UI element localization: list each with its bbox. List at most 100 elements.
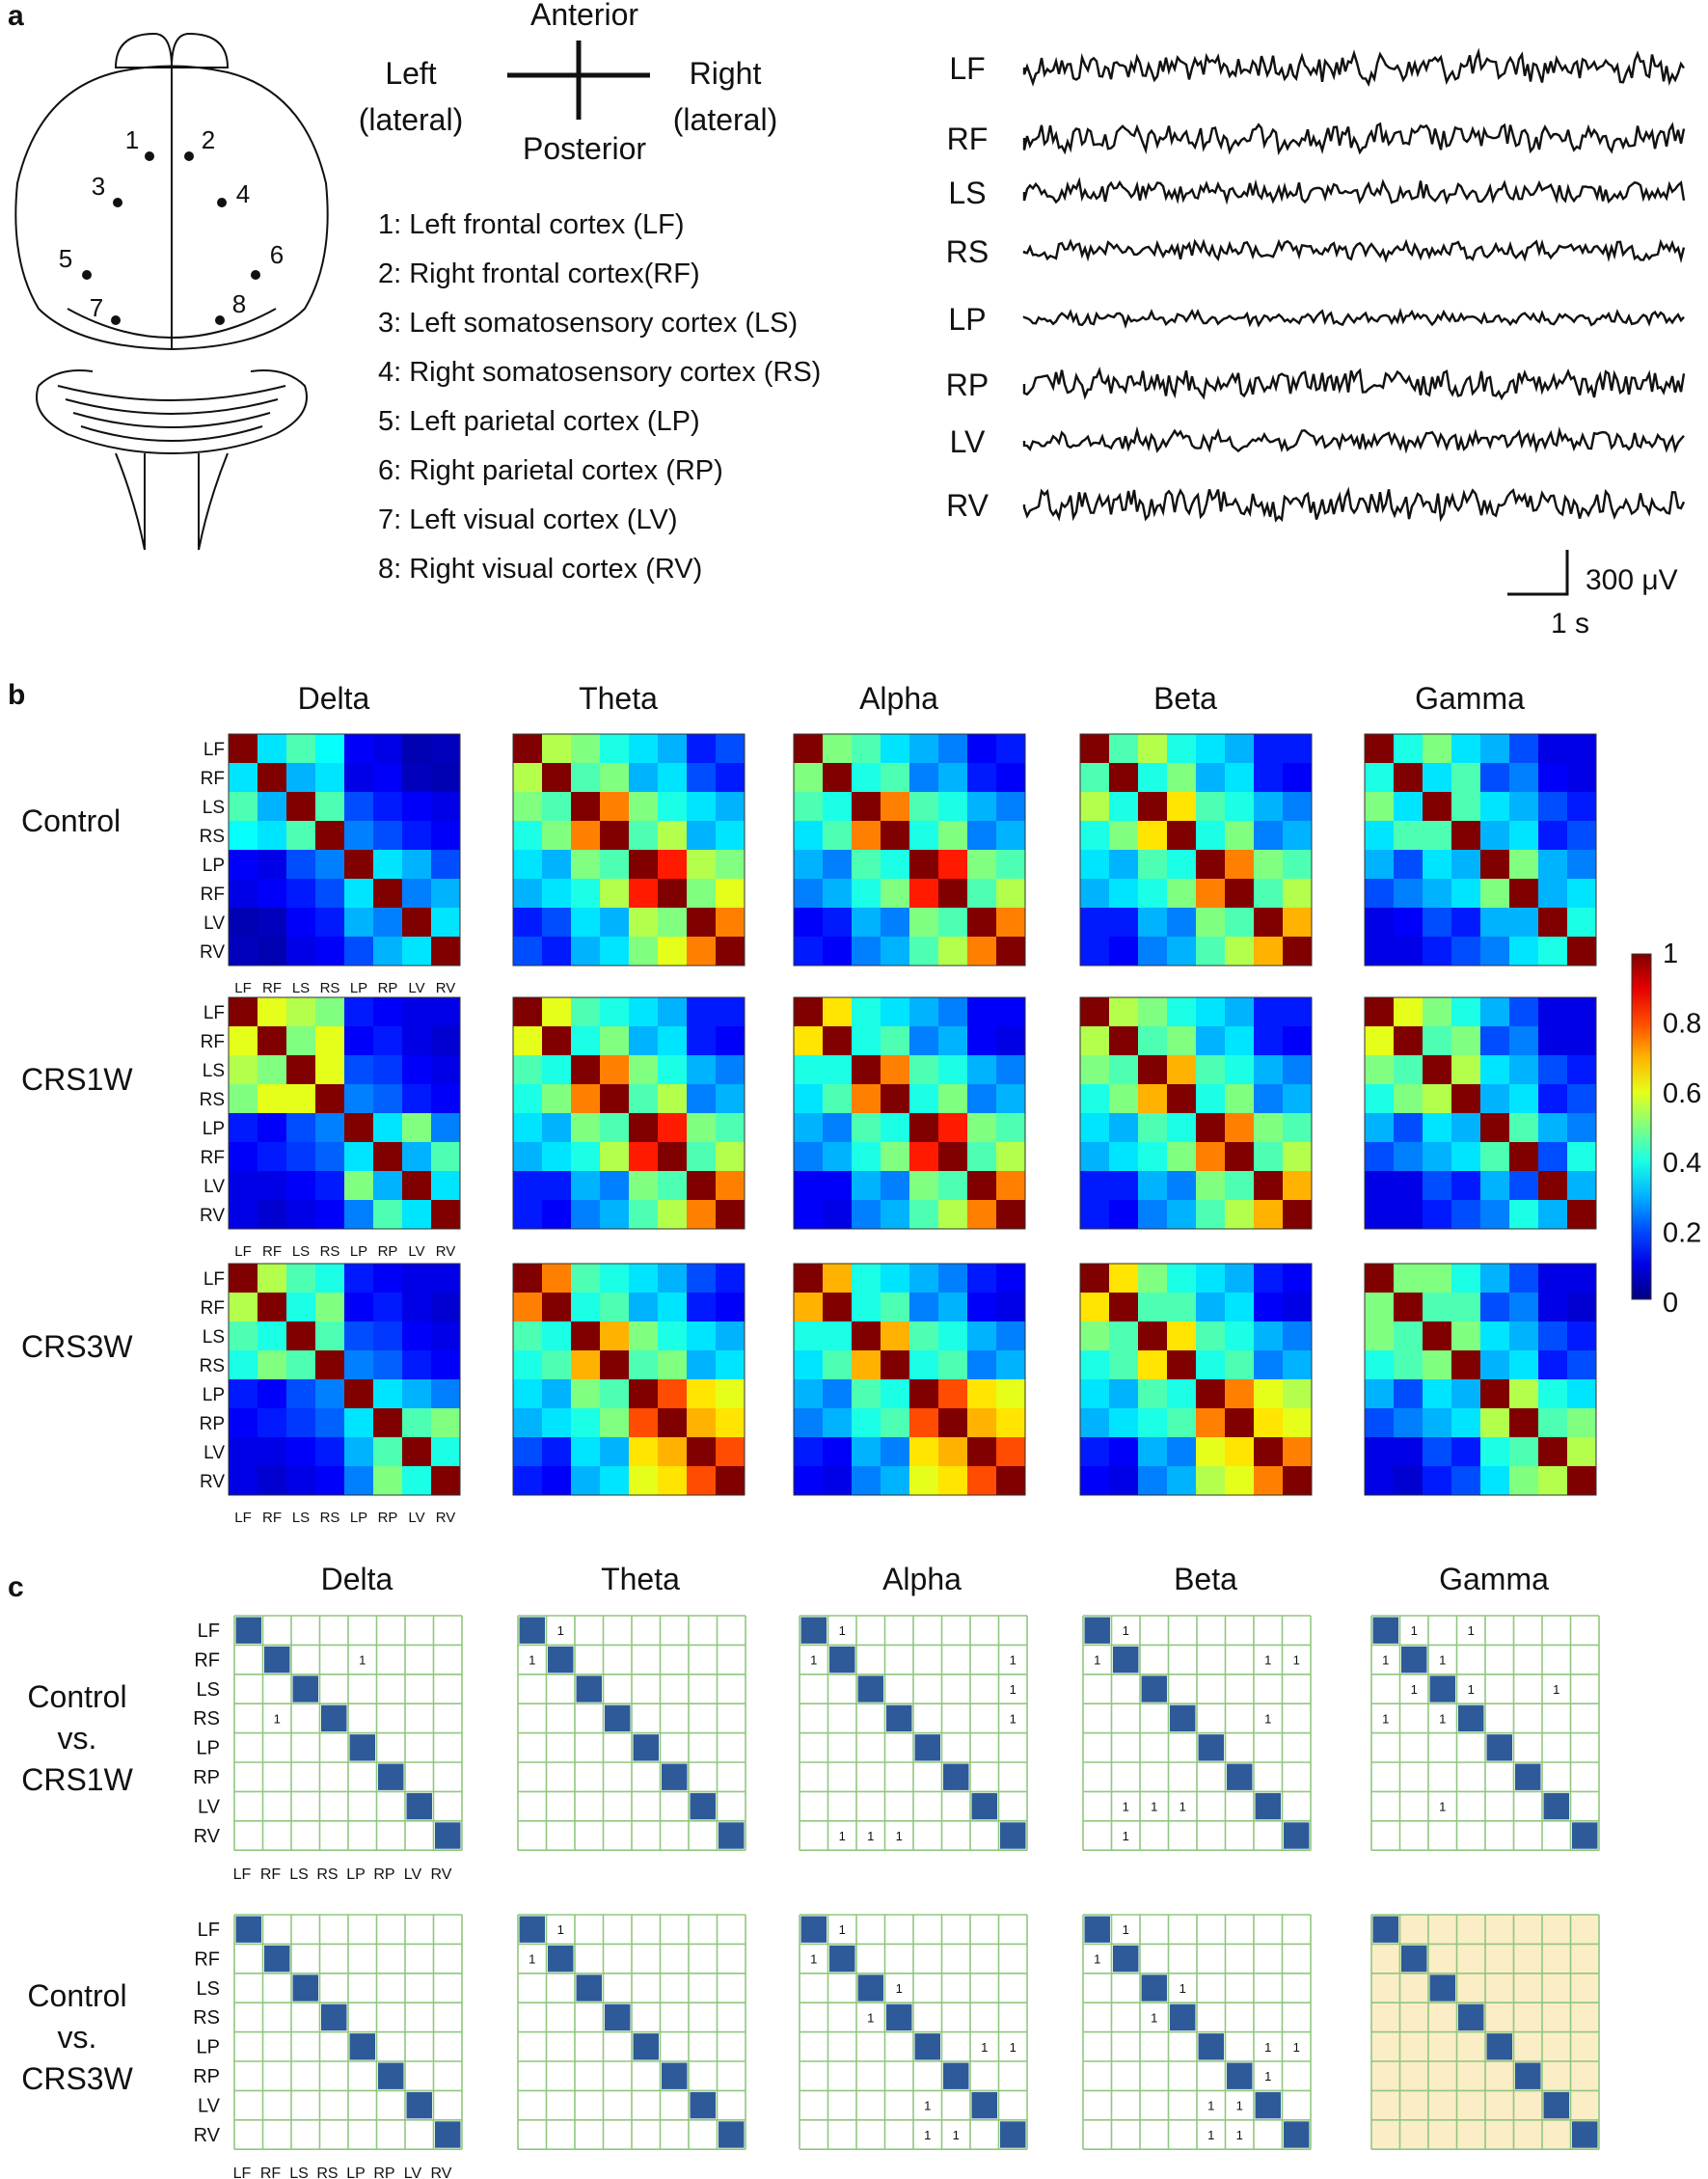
- heatmap-cell: [687, 937, 717, 967]
- heatmap-cell: [1283, 1264, 1313, 1294]
- heatmap-frame: [1079, 1263, 1313, 1496]
- row-label-c: RV: [194, 2125, 221, 2146]
- heatmap-cell: [1283, 1171, 1313, 1201]
- heatmap-cell: [967, 734, 997, 764]
- band-title-c-delta: Delta: [321, 1562, 393, 1596]
- heatmap-cell: [716, 763, 746, 793]
- heatmap-cell: [315, 792, 345, 822]
- heatmap-cell: [823, 1264, 853, 1294]
- compass-anterior: Anterior: [530, 0, 638, 32]
- heatmap-cell: [938, 792, 968, 822]
- heatmap-cell: [542, 1293, 572, 1322]
- heatmap-cell: [1480, 1055, 1510, 1085]
- heatmap-cell: [229, 792, 258, 822]
- electrode-legend: 1: Left frontal cortex (LF) 2: Right fron…: [378, 209, 821, 585]
- diagonal-cell: [1372, 1617, 1398, 1644]
- heatmap-cell: [658, 879, 688, 909]
- heatmap-cell: [1167, 1379, 1197, 1409]
- heatmap-cell: [996, 997, 1026, 1027]
- compass-right-sub: (lateral): [673, 102, 777, 137]
- heatmap-cell: [1196, 1293, 1226, 1322]
- diagonal-cell: [690, 2091, 716, 2119]
- column-label-c: RF: [260, 1866, 282, 1883]
- panel-a: a 1 2 3 4 5 6 7 8 Anterior Posterior Left (lateral) R…: [8, 0, 1686, 640]
- heatmap-cell: [1567, 850, 1597, 880]
- heatmap-cell: [402, 850, 432, 880]
- heatmap-cell: [315, 908, 345, 938]
- heatmap-cell: [402, 1466, 432, 1496]
- heatmap-cell: [1138, 1350, 1168, 1380]
- heatmap-cell: [542, 821, 572, 851]
- diagonal-cell: [1515, 2062, 1541, 2089]
- heatmap-cell: [229, 1142, 258, 1172]
- cerebellum-outline: [36, 369, 308, 455]
- trace-LP: LP: [948, 302, 1685, 337]
- heatmap-cell: [571, 1200, 601, 1230]
- heatmap-cell: [1480, 1084, 1510, 1114]
- heatmap-cell: [431, 1466, 461, 1496]
- heatmap-cell: [1365, 1321, 1395, 1351]
- diagonal-cell: [1000, 2121, 1026, 2148]
- heatmap-cell: [881, 763, 910, 793]
- heatmap-cell: [823, 1113, 853, 1143]
- heatmap-cell: [571, 792, 601, 822]
- column-label: LP: [350, 1510, 367, 1526]
- column-label: RP: [378, 1243, 398, 1260]
- heatmap-cell: [629, 1113, 659, 1143]
- heatmap-cell: [1225, 1142, 1255, 1172]
- heatmap-cell: [1109, 1055, 1139, 1085]
- heatmap-crs1w-gamma: [1364, 996, 1597, 1230]
- heatmap-cell: [794, 1142, 824, 1172]
- column-label: LF: [234, 1243, 252, 1260]
- heatmap-cell: [1254, 1113, 1284, 1143]
- heatmap-cell: [229, 1321, 258, 1351]
- heatmap-cell: [881, 1437, 910, 1467]
- heatmap-cell: [600, 763, 630, 793]
- column-label: RS: [320, 1510, 340, 1526]
- heatmap-cell: [1538, 734, 1568, 764]
- significance-mark: 1: [1236, 2128, 1243, 2142]
- heatmap-cell: [1423, 850, 1452, 880]
- heatmap-cell: [996, 792, 1026, 822]
- significance-mark: 1: [1439, 1800, 1446, 1814]
- heatmap-cell: [1394, 1350, 1423, 1380]
- heatmap-cell: [1167, 763, 1197, 793]
- heatmap-cell: [315, 879, 345, 909]
- heatmap-cell: [938, 1113, 968, 1143]
- panel-letter-a: a: [8, 0, 24, 32]
- heatmap-cell: [658, 937, 688, 967]
- heatmap-cell: [229, 1055, 258, 1085]
- heatmap-cell: [1167, 850, 1197, 880]
- significance-mark: 1: [1179, 1981, 1186, 1996]
- heatmap-cell: [687, 1026, 717, 1056]
- heatmap-cell: [1509, 1408, 1539, 1438]
- electrode-number: 8: [232, 289, 246, 318]
- heatmap-cell: [1225, 1293, 1255, 1322]
- heatmap-cell: [938, 908, 968, 938]
- heatmap-cell: [600, 734, 630, 764]
- heatmap-cell: [1254, 1084, 1284, 1114]
- heatmap-cell: [823, 997, 853, 1027]
- heatmap-cell: [315, 1200, 345, 1230]
- heatmap-cell: [658, 1026, 688, 1056]
- heatmap-cell: [823, 879, 853, 909]
- row-label-c: LS: [197, 1978, 220, 2000]
- heatmap-cell: [938, 1142, 968, 1172]
- heatmap-cell: [629, 1321, 659, 1351]
- heatmap-cell: [1567, 1466, 1597, 1496]
- heatmap-cell: [1451, 763, 1481, 793]
- heatmap-cell: [852, 1200, 881, 1230]
- heatmap-cell: [1451, 1026, 1481, 1056]
- heatmap-cell: [881, 1264, 910, 1294]
- heatmap-cell: [1080, 1084, 1110, 1114]
- heatmap-cell: [852, 908, 881, 938]
- column-label: LP: [350, 1243, 367, 1260]
- heatmap-cell: [1254, 1408, 1284, 1438]
- heatmap-cell: [852, 1113, 881, 1143]
- heatmap-cell: [1225, 1055, 1255, 1085]
- heatmap-cell: [1423, 997, 1452, 1027]
- heatmap-cell: [1196, 1055, 1226, 1085]
- trace-label: RV: [946, 488, 990, 523]
- legend-entry: 5: Left parietal cortex (LP): [378, 406, 700, 437]
- heatmap-cell: [402, 1408, 432, 1438]
